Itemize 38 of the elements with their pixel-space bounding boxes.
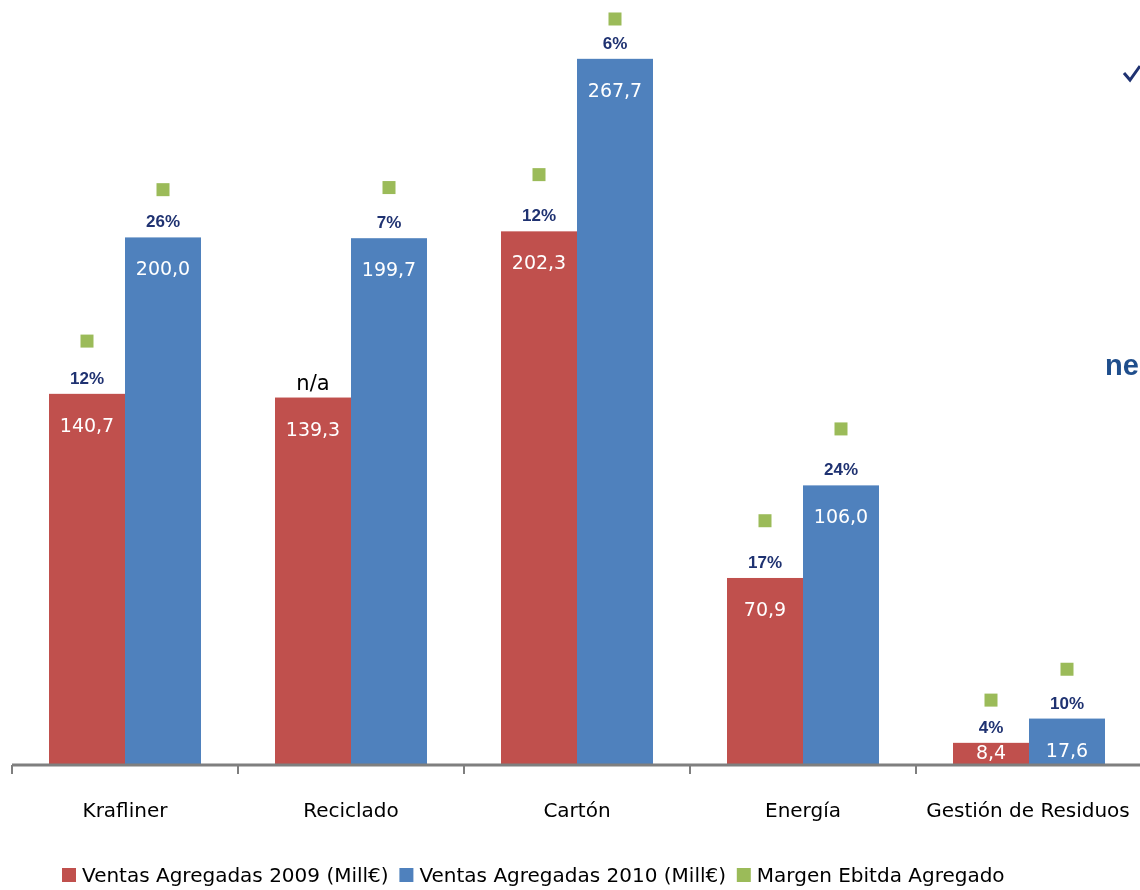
legend-label: Ventas Agregadas 2010 (Mill€) [419, 863, 727, 887]
annotation: 4% [978, 717, 1004, 737]
data-label: 8,4 [975, 741, 1007, 763]
data-label: 202,3 [511, 251, 567, 274]
annotation: 12% [521, 206, 557, 226]
legend-label: Margen Ebitda Agregado [756, 863, 1005, 887]
annotation: ne [1105, 349, 1139, 381]
annotation: 26% [145, 212, 181, 232]
x-tick-label: Gestión de Residuos [926, 798, 1130, 822]
x-tick-label: Krafliner [82, 798, 169, 822]
annotation: 10% [1049, 693, 1085, 713]
bar [275, 397, 351, 765]
data-label: 106,0 [813, 505, 869, 528]
bar [803, 485, 879, 765]
annotation: 17% [747, 552, 783, 572]
annotation: 12% [69, 368, 105, 388]
bar [49, 393, 125, 765]
data-label: 140,7 [59, 413, 115, 436]
x-tick-label: Cartón [543, 798, 611, 822]
x-tick-label: Reciclado [303, 798, 399, 822]
legend-label: Ventas Agregadas 2009 (Mill€) [82, 863, 389, 887]
annotation: n/a [296, 370, 330, 395]
x-tick-label: Energía [765, 798, 841, 822]
bar [125, 237, 201, 765]
annotation: 24% [823, 460, 859, 480]
bar [727, 577, 803, 765]
data-label: 200,0 [135, 257, 191, 280]
data-label: 70,9 [743, 597, 787, 620]
annotation: 7% [376, 213, 402, 233]
data-label: 199,7 [361, 258, 417, 281]
bar [1029, 718, 1105, 765]
bar [501, 231, 577, 765]
data-label: 139,3 [285, 417, 341, 440]
annotation: 6% [602, 33, 628, 53]
bar [351, 238, 427, 765]
bar [577, 58, 653, 765]
data-label: 17,6 [1045, 738, 1089, 761]
data-label: 267,7 [587, 78, 643, 101]
